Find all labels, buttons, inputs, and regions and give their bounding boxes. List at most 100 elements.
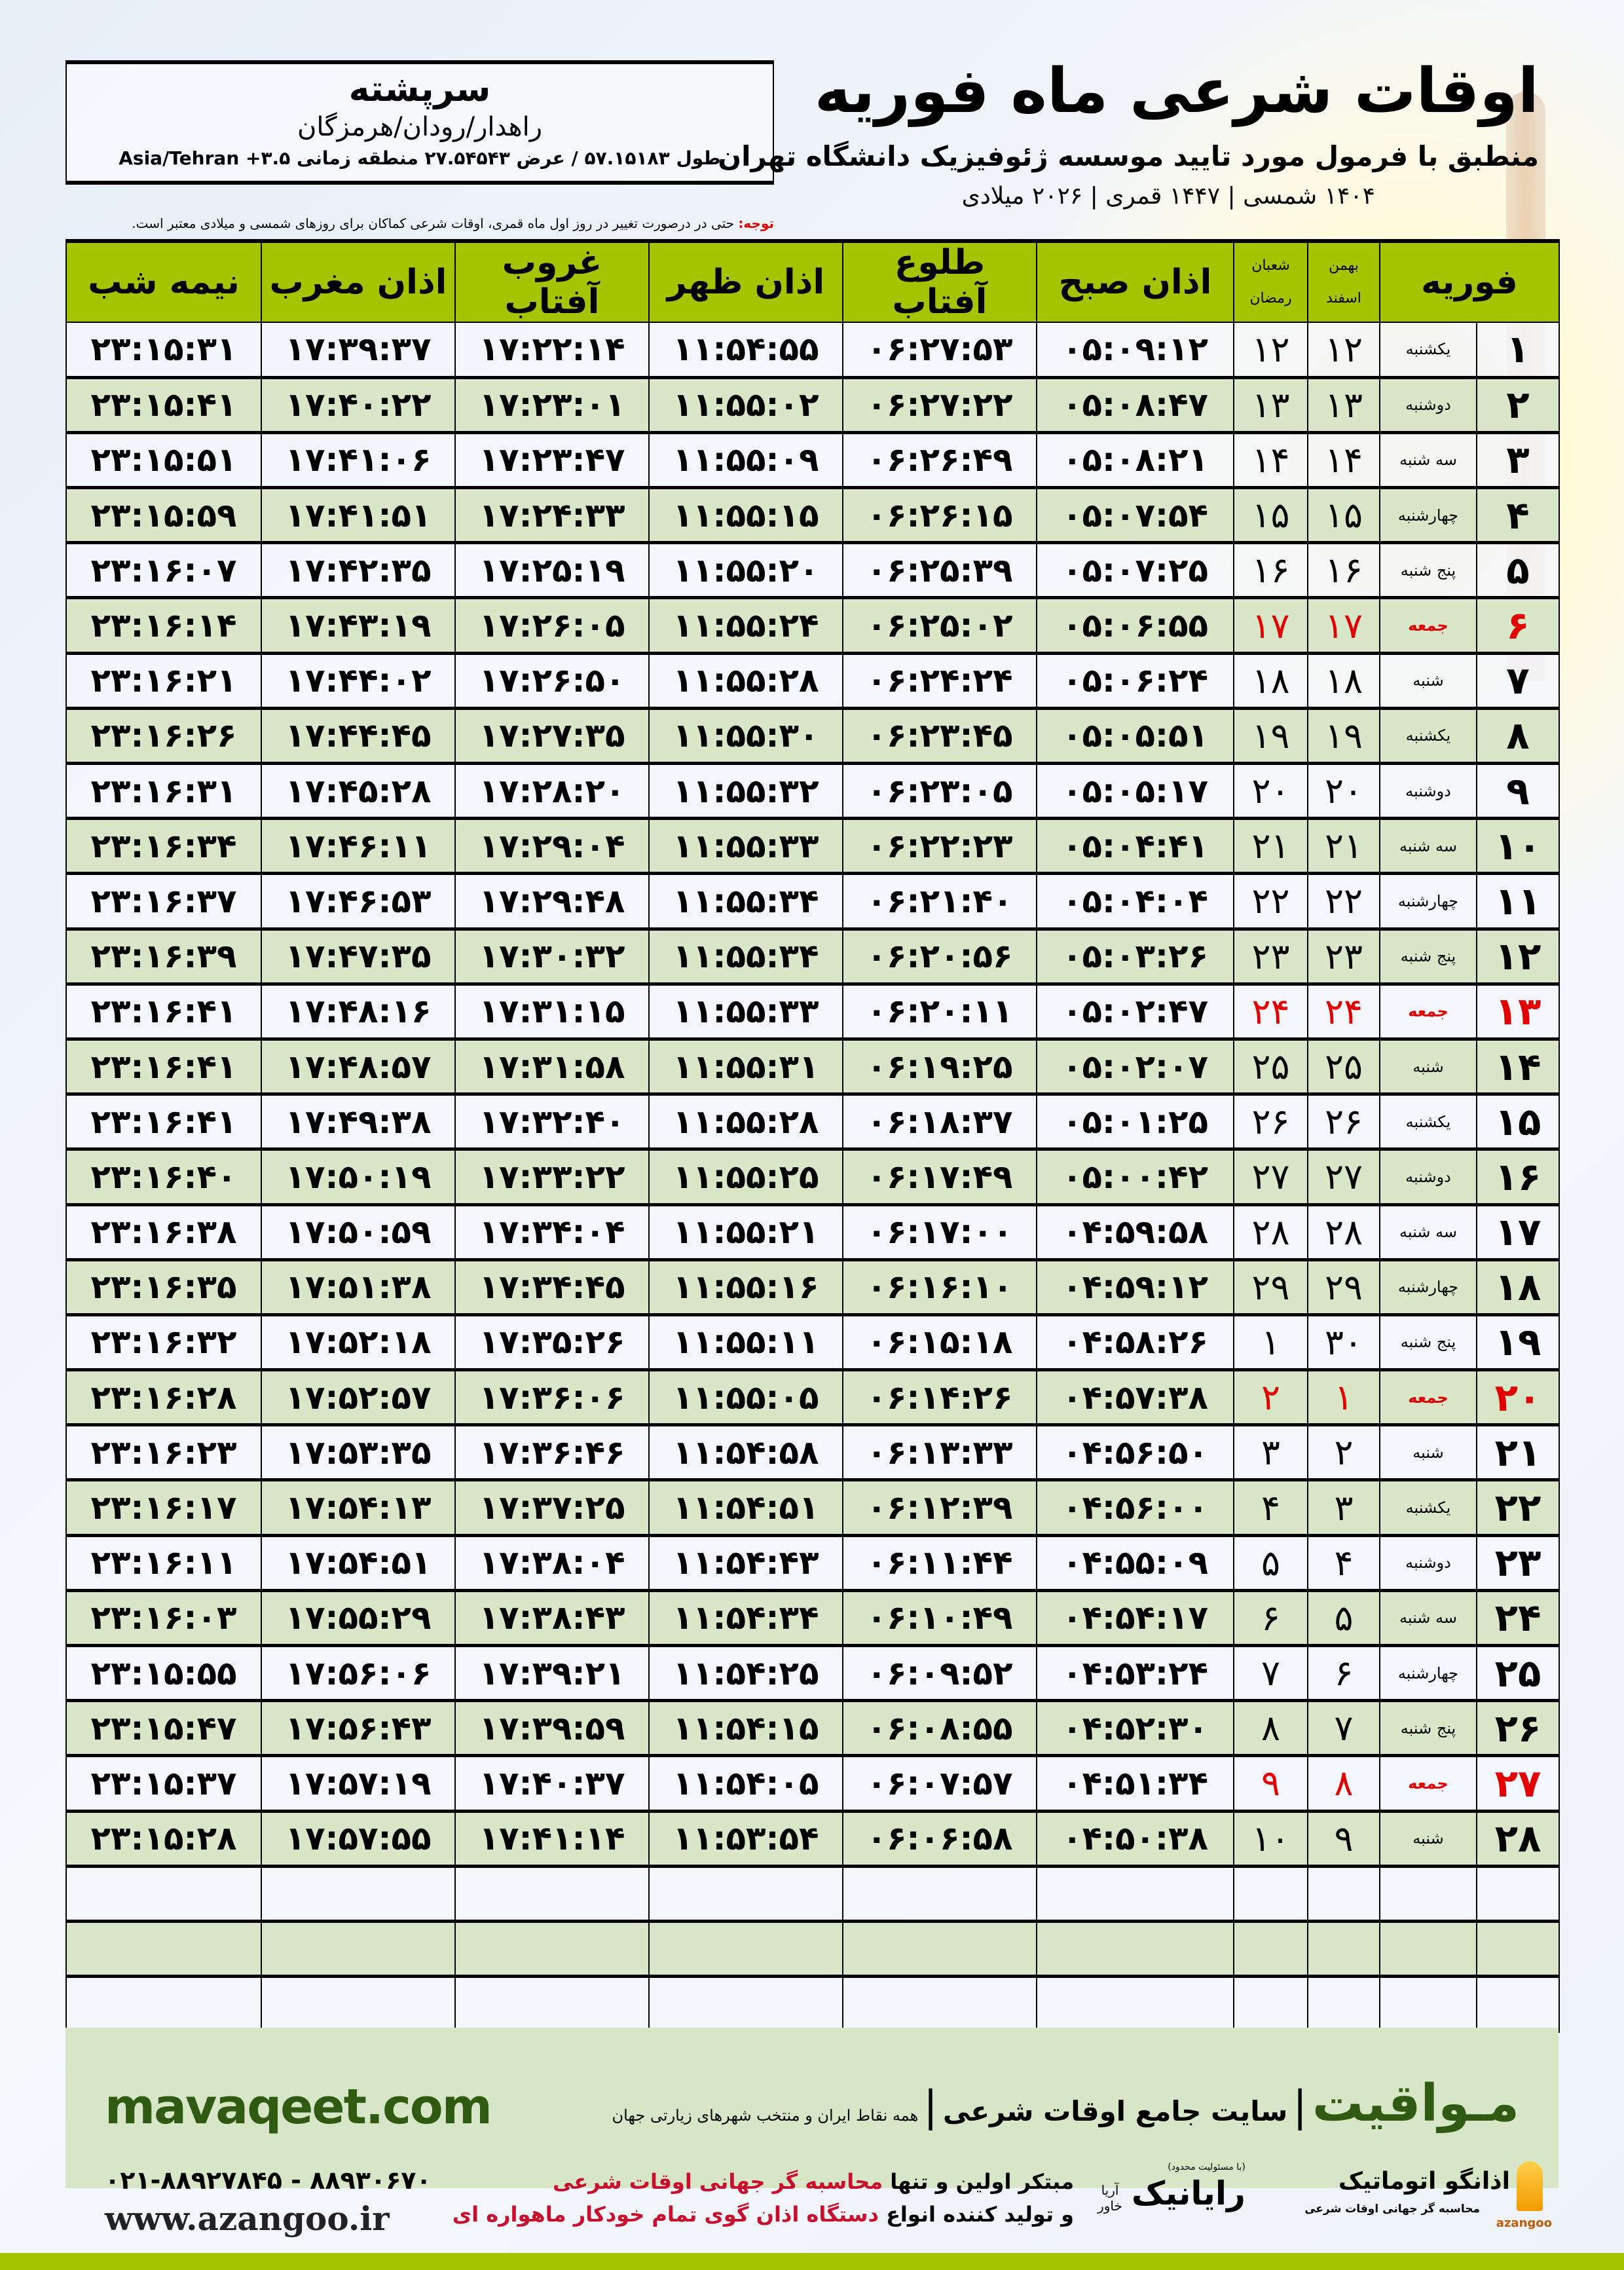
promo-line2: و تولید کننده انواع (878, 2202, 1074, 2227)
cell-sunrise: ۰۶:۱۷:۴۹ (842, 1149, 1037, 1206)
cell-shamsi: ۱ (1307, 1369, 1380, 1427)
cell-hijri: ۲۴ (1233, 984, 1308, 1041)
cell-sunset (454, 1976, 650, 2034)
cell-date: ۵ (1476, 542, 1560, 600)
table-row: ۲۳:۱۶:۴۱ ۱۷:۴۸:۵۷ ۱۷:۳۱:۵۸ ۱۱:۵۵:۳۱ ۰۶:۱۹:۲۵… (65, 1039, 1560, 1096)
cell-dhuhr: ۱۱:۵۵:۳۳ (648, 818, 843, 876)
cell-shamsi: ۲۰ (1307, 763, 1380, 821)
cell-date: ۲۰ (1476, 1369, 1560, 1427)
cell-hijri: ۸ (1233, 1700, 1308, 1758)
cell-date: ۳ (1476, 432, 1560, 490)
cell-fajr: ۰۵:۰۴:۴۱ (1036, 818, 1234, 876)
cell-hijri: ۱ (1233, 1314, 1308, 1372)
empty-row (65, 1921, 1560, 1979)
cell-hijri: ۲۲ (1233, 873, 1308, 931)
col-midnight: نیمه شب (65, 239, 262, 323)
cell-dhuhr: ۱۱:۵۵:۳۴ (648, 873, 843, 931)
cell-hijri: ۷ (1233, 1645, 1308, 1703)
cell-maghrib (261, 1921, 456, 1979)
col-hijri-top: شعبان (1251, 257, 1290, 274)
cell-midnight: ۲۳:۱۵:۳۷ (65, 1755, 262, 1813)
cell-day: چهارشنبه (1379, 873, 1477, 931)
page-title: اوقات شرعی ماه فوریه (814, 56, 1539, 127)
cell-shamsi: ۱۴ (1307, 432, 1380, 490)
cell-midnight: ۲۳:۱۶:۲۳ (65, 1424, 262, 1482)
table-row: ۲۳:۱۵:۵۱ ۱۷:۴۱:۰۶ ۱۷:۲۳:۴۷ ۱۱:۵۵:۰۹ ۰۶:۲۶:۴۹… (65, 432, 1560, 490)
cell-maghrib (261, 1866, 456, 1923)
cell-shamsi: ۲۷ (1307, 1149, 1380, 1206)
cell-sunrise: ۰۶:۲۶:۴۹ (842, 432, 1037, 490)
table-row: ۲۳:۱۵:۳۷ ۱۷:۵۷:۱۹ ۱۷:۴۰:۳۷ ۱۱:۵۴:۰۵ ۰۶:۰۷:۵۷… (65, 1755, 1560, 1813)
cell-sunset: ۱۷:۲۸:۲۰ (454, 763, 650, 821)
cell-sunset: ۱۷:۲۵:۱۹ (454, 542, 650, 600)
cell-fajr: ۰۵:۰۶:۵۵ (1036, 597, 1234, 655)
cell-midnight (65, 1976, 262, 2034)
cell-maghrib: ۱۷:۴۹:۳۸ (261, 1094, 456, 1151)
cell-sunset (454, 1921, 650, 1979)
cell-date: ۲۵ (1476, 1645, 1560, 1703)
cell-sunset: ۱۷:۳۱:۵۸ (454, 1039, 650, 1096)
table-row: ۲۳:۱۶:۳۹ ۱۷:۴۷:۳۵ ۱۷:۳۰:۳۲ ۱۱:۵۵:۳۴ ۰۶:۲۰:۵۶… (65, 929, 1560, 986)
cell-sunset: ۱۷:۳۸:۰۴ (454, 1535, 650, 1592)
table-row: ۲۳:۱۶:۰۷ ۱۷:۴۲:۳۵ ۱۷:۲۵:۱۹ ۱۱:۵۵:۲۰ ۰۶:۲۵:۳۹… (65, 542, 1560, 600)
cell-maghrib: ۱۷:۴۳:۱۹ (261, 597, 456, 655)
cell-date: ۱۲ (1476, 929, 1560, 986)
cell-midnight: ۲۳:۱۶:۱۴ (65, 597, 262, 655)
cell-date: ۲۶ (1476, 1700, 1560, 1758)
cell-sunrise: ۰۶:۲۱:۴۰ (842, 873, 1037, 931)
cell-shamsi: ۱۷ (1307, 597, 1380, 655)
cell-maghrib: ۱۷:۴۸:۱۶ (261, 984, 456, 1041)
cell-day: شنبه (1379, 1039, 1477, 1096)
cell-midnight: ۲۳:۱۶:۳۲ (65, 1314, 262, 1372)
cell-midnight: ۲۳:۱۵:۵۹ (65, 487, 262, 545)
cell-maghrib: ۱۷:۴۲:۳۵ (261, 542, 456, 600)
cell-hijri: ۲۵ (1233, 1039, 1308, 1096)
cell-maghrib: ۱۷:۴۵:۲۸ (261, 763, 456, 821)
cell-sunset: ۱۷:۲۳:۰۱ (454, 377, 650, 434)
cell-shamsi: ۱۲ (1307, 322, 1380, 379)
cell-sunrise: ۰۶:۰۸:۵۵ (842, 1700, 1037, 1758)
cell-fajr: ۰۵:۰۴:۰۴ (1036, 873, 1234, 931)
cell-maghrib: ۱۷:۴۱:۰۶ (261, 432, 456, 490)
table-row: ۲۳:۱۵:۵۵ ۱۷:۵۶:۰۶ ۱۷:۳۹:۲۱ ۱۱:۵۴:۲۵ ۰۶:۰۹:۵۲… (65, 1645, 1560, 1703)
cell-shamsi: ۷ (1307, 1700, 1380, 1758)
azangoo-sub: محاسبه گر جهانی اوقات شرعی (1304, 2203, 1480, 2216)
table-row: ۲۳:۱۵:۳۱ ۱۷:۳۹:۳۷ ۱۷:۲۲:۱۴ ۱۱:۵۴:۵۵ ۰۶:۲۷:۵۳… (65, 322, 1560, 379)
cell-shamsi: ۲۶ (1307, 1094, 1380, 1151)
cell-date: ۹ (1476, 763, 1560, 821)
cell-maghrib: ۱۷:۴۷:۳۵ (261, 929, 456, 986)
city-name: سرپشته (348, 68, 491, 109)
site-url[interactable]: mavaqeet.com (105, 2079, 492, 2135)
cell-day: پنج شنبه (1379, 929, 1477, 986)
cell-shamsi: ۲ (1307, 1424, 1380, 1482)
cell-hijri: ۵ (1233, 1535, 1308, 1592)
cell-dhuhr: ۱۱:۵۵:۳۲ (648, 763, 843, 821)
cell-sunrise: ۰۶:۱۰:۴۹ (842, 1590, 1037, 1648)
cell-hijri (1233, 1921, 1308, 1979)
cell-date: ۱۰ (1476, 818, 1560, 876)
cell-day: دوشنبه (1379, 1149, 1477, 1206)
col-shamsi-top: بهمن (1329, 257, 1359, 274)
cell-sunset (454, 1866, 650, 1923)
cell-sunrise: ۰۶:۱۶:۱۰ (842, 1259, 1037, 1316)
cell-midnight: ۲۳:۱۶:۰۳ (65, 1590, 262, 1648)
cell-fajr: ۰۵:۰۲:۰۷ (1036, 1039, 1234, 1096)
note-text: حتی در درصورت تغییر در روز اول ماه قمری،… (132, 215, 739, 231)
cell-date: ۱۷ (1476, 1204, 1560, 1261)
azangoo-logo: اذانگو اتوماتیک محاسبه گر جهانی اوقات شر… (1303, 2161, 1552, 2233)
azangoo-en: azangoo (1496, 2216, 1552, 2230)
azangoo-url[interactable]: www.azangoo.ir (105, 2199, 390, 2238)
cell-midnight: ۲۳:۱۶:۴۱ (65, 1039, 262, 1096)
cell-sunrise: ۰۶:۱۵:۱۸ (842, 1314, 1037, 1372)
cell-hijri: ۱۰ (1233, 1811, 1308, 1868)
cell-maghrib: ۱۷:۵۴:۵۱ (261, 1535, 456, 1592)
cell-sunrise: ۰۶:۱۷:۰۰ (842, 1204, 1037, 1261)
cell-sunrise: ۰۶:۱۴:۲۶ (842, 1369, 1037, 1427)
cell-sunrise: ۰۶:۲۵:۳۹ (842, 542, 1037, 600)
cell-maghrib: ۱۷:۴۱:۵۱ (261, 487, 456, 545)
cell-date: ۱۹ (1476, 1314, 1560, 1372)
cell-shamsi (1307, 1921, 1380, 1979)
cell-shamsi: ۹ (1307, 1811, 1380, 1868)
cell-fajr: ۰۴:۵۹:۱۲ (1036, 1259, 1234, 1316)
cell-maghrib: ۱۷:۵۲:۱۸ (261, 1314, 456, 1372)
